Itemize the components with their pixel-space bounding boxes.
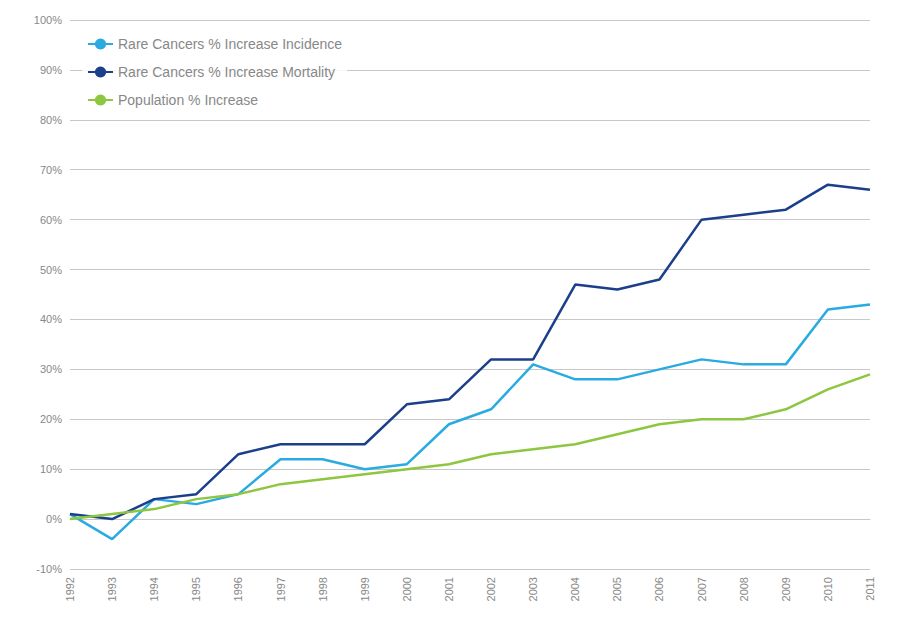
svg-text:0%: 0% xyxy=(46,513,62,525)
svg-text:2002: 2002 xyxy=(485,577,497,601)
svg-text:Population % Increase: Population % Increase xyxy=(118,92,258,108)
svg-text:2010: 2010 xyxy=(822,577,834,601)
svg-text:30%: 30% xyxy=(40,363,62,375)
svg-text:-10%: -10% xyxy=(36,563,62,575)
svg-text:40%: 40% xyxy=(40,313,62,325)
svg-text:70%: 70% xyxy=(40,164,62,176)
svg-text:100%: 100% xyxy=(34,14,62,26)
svg-text:20%: 20% xyxy=(40,413,62,425)
svg-text:1996: 1996 xyxy=(232,577,244,601)
svg-text:1998: 1998 xyxy=(317,577,329,601)
svg-text:2008: 2008 xyxy=(738,577,750,601)
svg-text:50%: 50% xyxy=(40,264,62,276)
svg-text:2005: 2005 xyxy=(611,577,623,601)
svg-text:1992: 1992 xyxy=(64,577,76,601)
svg-text:2009: 2009 xyxy=(780,577,792,601)
svg-text:Rare Cancers % Increase Mortal: Rare Cancers % Increase Mortality xyxy=(118,64,335,80)
svg-text:2004: 2004 xyxy=(569,577,581,601)
svg-text:2011: 2011 xyxy=(864,577,876,601)
svg-text:2007: 2007 xyxy=(696,577,708,601)
svg-text:1994: 1994 xyxy=(148,577,160,601)
svg-text:2000: 2000 xyxy=(401,577,413,601)
svg-text:1999: 1999 xyxy=(359,577,371,601)
svg-text:10%: 10% xyxy=(40,463,62,475)
svg-text:60%: 60% xyxy=(40,214,62,226)
svg-text:1995: 1995 xyxy=(190,577,202,601)
svg-text:Rare Cancers % Increase Incide: Rare Cancers % Increase Incidence xyxy=(118,36,342,52)
svg-text:1997: 1997 xyxy=(275,577,287,601)
svg-text:90%: 90% xyxy=(40,64,62,76)
svg-text:2003: 2003 xyxy=(527,577,539,601)
svg-text:2006: 2006 xyxy=(653,577,665,601)
svg-text:1993: 1993 xyxy=(106,577,118,601)
svg-text:80%: 80% xyxy=(40,114,62,126)
svg-text:2001: 2001 xyxy=(443,577,455,601)
